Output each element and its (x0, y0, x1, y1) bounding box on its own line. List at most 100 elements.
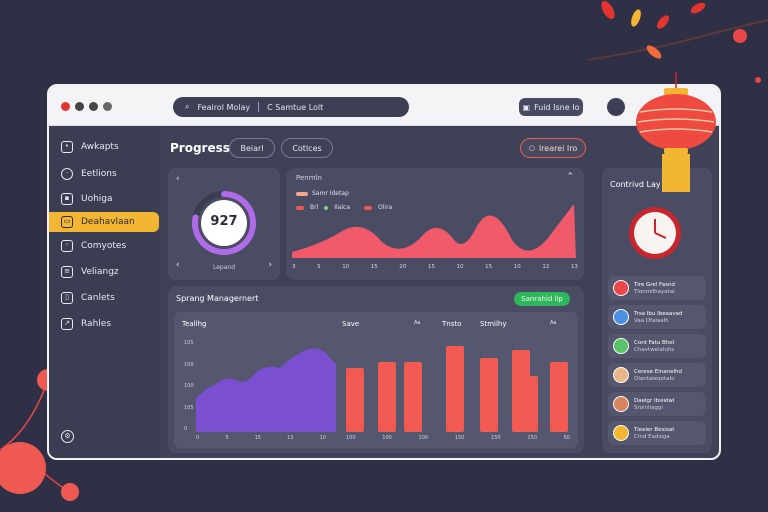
x-tick: 100 (382, 435, 392, 441)
legend-swatch (296, 205, 304, 210)
x-tick: 10 (456, 264, 464, 270)
x-tick: 12 (542, 264, 550, 270)
management-card: Sprang Managernert Sanrahid llp Teallhg … (168, 286, 584, 453)
x-tick: 100 (418, 435, 429, 441)
wave-legend-main: Samr Idetap (296, 190, 349, 197)
app-window: ⌕ Feairol Molay C Samtue Lolt ▣ Fuid Isn… (47, 84, 721, 460)
contact-subtitle: Chavtwelaluhs (634, 346, 675, 353)
document-icon: ▯ (61, 292, 73, 304)
x-tick: 150 (454, 435, 465, 441)
bar-chart (346, 342, 570, 432)
avatar (613, 367, 629, 383)
sidebar-item-8[interactable]: ↗ Rahles (49, 314, 159, 334)
sidebar-item-label: Awkapts (81, 142, 119, 152)
x-tick: 15 (485, 264, 493, 270)
toolbar-button[interactable]: ▣ Fuid Isne Io (519, 98, 583, 116)
maximize-window-button[interactable] (89, 102, 98, 111)
minimize-window-button[interactable] (75, 102, 84, 111)
x-tick: 150 (491, 435, 501, 441)
x-tick: 5 (225, 435, 229, 441)
contact-item[interactable]: Cerese Einanelhd Olantaieqotalo (608, 363, 706, 387)
action-pill[interactable]: ○ Irearei Iro (520, 138, 586, 158)
action-pill-label: Irearei Iro (538, 143, 578, 153)
tab-pill-2[interactable]: Cotlces (281, 138, 333, 158)
sidebar-item-5[interactable]: ◦ Comyotes (49, 236, 159, 256)
contact-name: Cont Fatu Bhel (634, 339, 675, 346)
lantern-decoration (636, 72, 716, 192)
chevron-left-icon[interactable]: ‹ (176, 174, 180, 184)
close-window-button[interactable] (61, 102, 70, 111)
bar-x-axis: 100 100 100 150 150 150 50 (346, 435, 570, 441)
contact-name: Tieeler Besisat (634, 426, 675, 433)
x-tick: 150 (527, 435, 537, 441)
bar (550, 362, 568, 432)
contact-item[interactable]: Trsa Ibu Ibeaavad Vaa Dfalaalh (608, 305, 706, 329)
search-icon: ⌕ (185, 102, 190, 111)
contact-subtitle: Sroinliaggi (634, 404, 663, 411)
section-label-3: Tnsto (442, 320, 462, 328)
y-tick: 100 (184, 361, 194, 368)
bar (528, 376, 538, 432)
x-tick: 20 (399, 264, 407, 270)
contact-item[interactable]: Tieeler Besisat Cind Eadsiga (608, 421, 706, 445)
sidebar-item-2[interactable]: · Eetlions (49, 164, 159, 184)
contact-name: Tire Grel Fasnd (634, 281, 675, 288)
sidebar-item-7[interactable]: ▯ Canlets (49, 288, 159, 308)
folder-icon: ▭ (61, 216, 73, 228)
search-filter[interactable]: C Samtue Lolt (267, 102, 324, 112)
management-action-button[interactable]: Sanrahid llp (514, 292, 570, 306)
progress-value: 927 (210, 214, 238, 229)
right-panel-title: Contrivd Lay (610, 180, 661, 189)
contact-name: Trsa Ibu Ibeaavad (634, 310, 683, 317)
search-input[interactable]: Feairol Molay (197, 102, 251, 112)
sidebar-item-label: Deahavlaan (81, 217, 135, 227)
area-fill (196, 348, 336, 432)
x-tick: 5 (317, 264, 321, 270)
wave-area (292, 204, 576, 258)
sidebar: • Awkapts · Eetlions ▪ Uohiga ▭ Deahavlaan ◦… (49, 127, 159, 458)
sidebar-item-label: Canlets (81, 293, 115, 303)
toolbar-button-label: Fuid Isne Io (534, 102, 580, 112)
contact-name: Cerese Einanelhd (634, 368, 682, 375)
sidebar-item-label: Rahles (81, 319, 112, 329)
sidebar-item-label: Comyotes (81, 241, 127, 251)
avatar (613, 309, 629, 325)
avatar (613, 338, 629, 354)
section-label-2: Save (342, 320, 360, 328)
profile-avatar[interactable] (607, 98, 625, 116)
bar (378, 362, 396, 432)
y-tick: 105 (184, 340, 194, 346)
chart-icon: ▪ (61, 193, 73, 205)
right-panel: Contrivd Lay Tire Grel Fasnd Tlonmilhayet… (602, 168, 712, 453)
sidebar-item-4[interactable]: ▭ Deahavlaan (49, 212, 159, 232)
chevron-up-icon[interactable]: ⌃ (566, 172, 574, 182)
sidebar-item-6[interactable]: ≡ Veliangz (49, 262, 159, 282)
y-tick: 0 (184, 426, 188, 432)
area-chart (196, 348, 336, 432)
chevron-right-icon[interactable]: › (268, 260, 272, 270)
contact-item[interactable]: Tire Grel Fasnd Tlonmilhayetal (608, 276, 706, 300)
aa-icon: Aa (550, 320, 557, 326)
settings-icon[interactable]: ⚙ (61, 430, 74, 443)
x-tick: 13 (287, 435, 294, 441)
legend-swatch (296, 191, 308, 196)
contact-item[interactable]: Daelgr Ibsielwl Sroinliaggi (608, 392, 706, 416)
sidebar-item-3[interactable]: ▪ Uohiga (49, 189, 159, 209)
search-bar[interactable]: ⌕ Feairol Molay C Samtue Lolt (173, 97, 409, 117)
contact-subtitle: Cind Eadsiga (634, 433, 670, 440)
contact-subtitle: Tlonmilhayetal (634, 288, 675, 295)
x-tick: 10 (319, 435, 326, 441)
sidebar-item-label: Uohiga (81, 194, 113, 204)
x-tick: 3 (292, 264, 296, 270)
sidebar-item-label: Eetlions (81, 169, 117, 179)
progress-card: ‹ 927 ‹ Lepand › (168, 168, 280, 280)
chevron-left-icon[interactable]: ‹ (176, 260, 180, 270)
tab-pill-1[interactable]: Beiarl (229, 138, 275, 158)
contact-name: Daelgr Ibsielwl (634, 397, 675, 404)
sidebar-item-1[interactable]: • Awkapts (49, 137, 159, 157)
bar (346, 368, 364, 432)
contact-item[interactable]: Cont Fatu Bhel Chavtwelaluhs (608, 334, 706, 358)
page-title: Progress (170, 141, 230, 155)
x-tick: 13 (570, 264, 578, 270)
y-tick: 105 (184, 404, 194, 411)
